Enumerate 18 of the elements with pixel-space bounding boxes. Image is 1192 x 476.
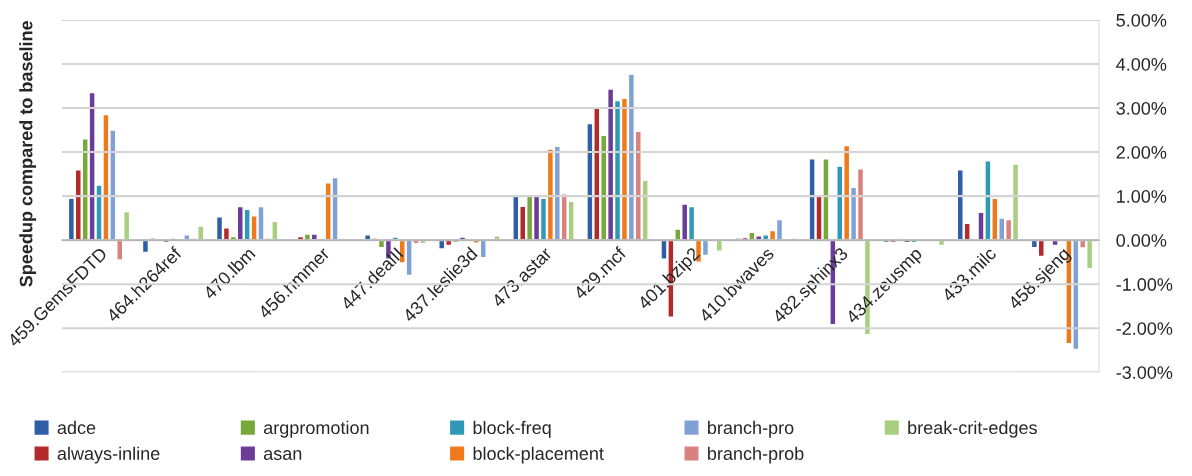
y-tick-label: 5.00% [1116,13,1167,27]
y-tick-label: 3.00% [1116,101,1167,115]
legend-label: always-inline [57,446,160,464]
legend-label: branch-pro [708,420,794,438]
y-tick-label: 4.00% [1116,57,1167,71]
legend-label: block-placement [473,446,604,464]
y-tick-label: 2.00% [1116,146,1167,159]
y-tick-label: 0.00% [1116,234,1167,247]
legend-label: adce [57,420,96,435]
y-tick-label: -1.00% [1116,278,1173,291]
legend-label: argpromotion [263,420,369,438]
legend-label: break-crit-edges [908,420,1037,438]
legend-label: branch-prob [708,446,804,464]
y-tick-label: 1.00% [1117,190,1167,203]
legend-label: block-freq [473,420,551,438]
y-tick-label: -3.00% [1116,366,1173,379]
y-tick-label: -2.00% [1116,322,1173,335]
legend-label: asan [263,450,302,460]
